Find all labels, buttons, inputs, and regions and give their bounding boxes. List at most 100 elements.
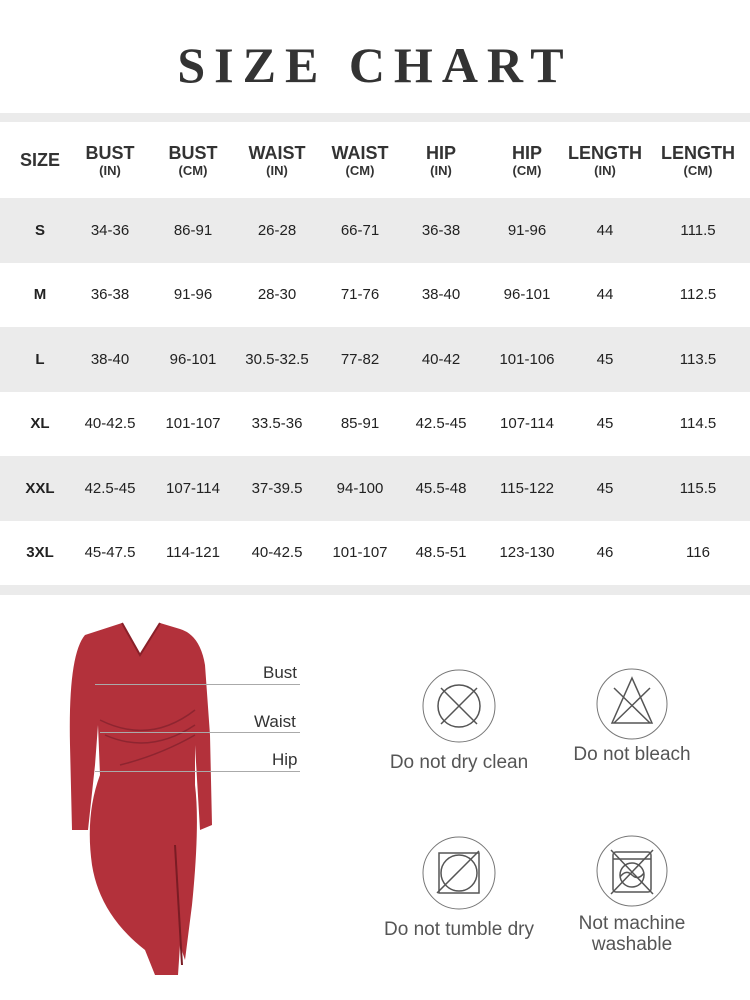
table-cell: 45 <box>596 415 614 433</box>
header-unit: (CM) <box>683 162 713 178</box>
column-header: HIP (IN) <box>391 122 491 198</box>
size-cell: 3XL <box>26 544 54 562</box>
table-row: 3XL 45-47.5 114-121 40-42.5 101-107 48.5-51 12… <box>0 521 750 586</box>
table-cell: 116 <box>686 544 710 562</box>
no-tumble-dry-icon <box>422 836 496 910</box>
header-unit: (CM) <box>178 162 208 178</box>
care-no-dry-clean: Do not dry clean <box>359 668 559 773</box>
table-row: S 34-36 86-91 26-28 66-71 36-38 91-96 44 111.5 <box>0 198 750 263</box>
no-machine-wash-icon <box>596 835 668 907</box>
no-bleach-icon <box>596 668 668 740</box>
column-header: WAIST (CM) <box>310 122 410 198</box>
table-cell: 46 <box>596 544 614 562</box>
table-cell: 36-38 <box>421 221 461 239</box>
table-cell: 96-101 <box>503 286 551 304</box>
table-cell: 107-114 <box>166 479 220 497</box>
table-cell: 34-36 <box>90 221 130 239</box>
table-row: M 36-38 91-96 28-30 71-76 38-40 96-101 44 112.5 <box>0 263 750 328</box>
table-cell: 37-39.5 <box>251 479 303 497</box>
header-label: LENGTH <box>661 142 735 163</box>
table-cell: 114-121 <box>166 544 220 562</box>
header-label: HIP <box>511 142 542 163</box>
size-cell: L <box>35 350 45 368</box>
column-header: BUST (CM) <box>143 122 243 198</box>
header-label: BUST <box>168 142 218 163</box>
header-unit: (CM) <box>512 162 542 178</box>
table-cell: 48.5-51 <box>415 544 467 562</box>
size-cell: M <box>33 286 47 304</box>
table-cell: 44 <box>596 286 614 304</box>
table-cell: 91-96 <box>507 221 547 239</box>
table-cell: 38-40 <box>421 286 461 304</box>
table-cell: 113.5 <box>679 350 717 368</box>
column-header: BUST (IN) <box>60 122 160 198</box>
care-no-machine-wash: Not machine washable <box>532 835 732 955</box>
column-header: SIZE <box>0 122 90 198</box>
care-label: Do not dry clean <box>389 752 529 773</box>
bust-label: Bust <box>263 663 298 682</box>
table-cell: 86-91 <box>173 221 213 239</box>
table-cell: 101-107 <box>165 415 221 433</box>
column-header: HIP (CM) <box>477 122 577 198</box>
care-label: Do not bleach <box>573 744 691 765</box>
waist-line <box>100 732 300 733</box>
hip-line <box>95 771 300 772</box>
table-cell: 91-96 <box>173 286 213 304</box>
waist-label: Waist <box>254 712 296 731</box>
size-cell: XL <box>30 415 50 433</box>
table-cell: 45.5-48 <box>415 479 467 497</box>
table-row: XXL 42.5-45 107-114 37-39.5 94-100 45.5-48 115… <box>0 456 750 521</box>
table-cell: 111.5 <box>680 221 716 239</box>
page-title: SIZE CHART <box>177 37 573 93</box>
care-no-tumble-dry: Do not tumble dry <box>359 835 559 940</box>
table-cell: 40-42.5 <box>251 544 303 562</box>
table-cell: 40-42.5 <box>84 415 136 433</box>
table-cell: 71-76 <box>340 286 380 304</box>
header-label: WAIST <box>331 142 389 163</box>
column-header: LENGTH (IN) <box>555 122 655 198</box>
hip-label: Hip <box>272 750 298 769</box>
table-cell: 42.5-45 <box>84 479 136 497</box>
header-label: HIP <box>425 142 456 163</box>
table-cell: 40-42 <box>421 350 461 368</box>
header-label: BUST <box>85 142 135 163</box>
table-cell: 45-47.5 <box>84 544 136 562</box>
table-cell: 85-91 <box>340 415 380 433</box>
dress-image <box>69 622 212 975</box>
table-cell: 33.5-36 <box>251 415 303 433</box>
size-cell: S <box>34 221 45 239</box>
table-cell: 115.5 <box>679 479 717 497</box>
header-label: LENGTH <box>568 142 642 163</box>
header-unit: (IN) <box>99 162 121 178</box>
table-cell: 101-107 <box>332 544 388 562</box>
table-cell: 45 <box>596 479 614 497</box>
table-row: L 38-40 96-101 30.5-32.5 77-82 40-42 101-106 45… <box>0 327 750 392</box>
table-cell: 44 <box>596 221 614 239</box>
header-unit: (CM) <box>345 162 375 178</box>
table-cell: 66-71 <box>340 221 380 239</box>
table-cell: 94-100 <box>336 479 384 497</box>
table-cell: 38-40 <box>90 350 130 368</box>
table-cell: 28-30 <box>257 286 297 304</box>
table-cell: 107-114 <box>500 415 554 433</box>
column-header: WAIST (IN) <box>227 122 327 198</box>
size-cell: XXL <box>25 479 55 497</box>
table-cell: 96-101 <box>169 350 217 368</box>
care-label: Do not tumble dry <box>384 919 534 940</box>
care-label: Not machine washable <box>578 913 686 955</box>
table-cell: 77-82 <box>340 350 380 368</box>
divider <box>0 113 750 122</box>
table-cell: 101-106 <box>499 350 555 368</box>
bust-line <box>95 684 300 685</box>
table-cell: 30.5-32.5 <box>245 350 309 368</box>
header-unit: (IN) <box>594 162 616 178</box>
divider <box>0 585 750 595</box>
table-cell: 123-130 <box>499 544 555 562</box>
table-row: XL 40-42.5 101-107 33.5-36 85-91 42.5-45 107-1… <box>0 392 750 457</box>
table-cell: 114.5 <box>679 415 717 433</box>
no-dry-clean-icon <box>422 669 496 743</box>
table-cell: 42.5-45 <box>415 415 467 433</box>
table-cell: 26-28 <box>257 221 297 239</box>
column-header: LENGTH (CM) <box>648 122 748 198</box>
table-cell: 112.5 <box>679 286 717 304</box>
